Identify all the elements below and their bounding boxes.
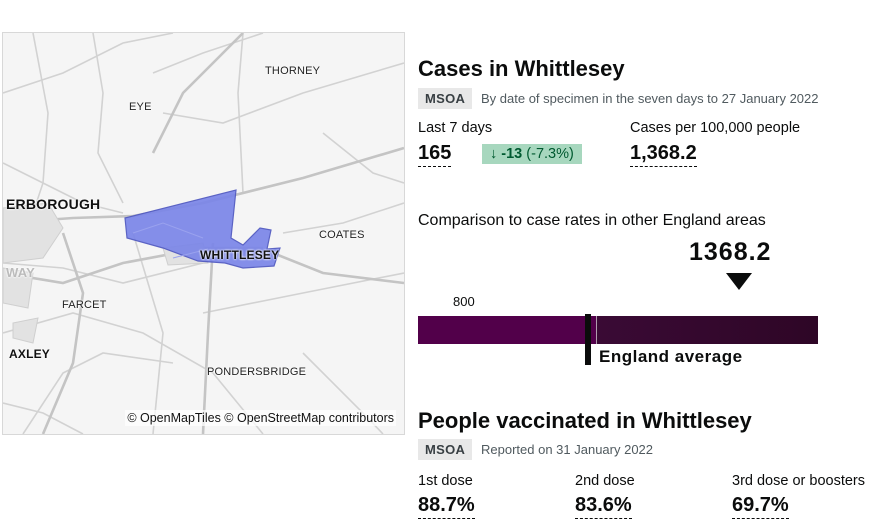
dose3-label: 3rd dose or boosters: [732, 473, 865, 489]
scale-tick-label: 800: [453, 294, 475, 309]
map-label-eye: EYE: [129, 101, 152, 113]
area-rate-value: 1368.2: [689, 238, 772, 266]
vaccinated-reported: Reported on 31 January 2022: [481, 442, 654, 457]
cases-msoa-tag: MSOA: [418, 88, 473, 109]
dose1-label: 1st dose: [418, 473, 473, 489]
area-pointer-icon: [726, 273, 752, 290]
whittlesey-highlight-area[interactable]: [124, 189, 281, 269]
map-label-peterborough: ERBOROUGH: [6, 196, 101, 212]
scale-tick-mark: [596, 316, 597, 344]
map-label-coates: COATES: [319, 229, 365, 241]
vaccinated-title: People vaccinated in Whittlesey: [418, 408, 752, 433]
dose3-value[interactable]: 69.7%: [732, 494, 789, 519]
map-label-farcet: FARCET: [62, 299, 107, 311]
map-roads: [3, 33, 404, 434]
area-map[interactable]: THORNEY EYE ERBOROUGH COATES WHITTLESEY …: [2, 32, 405, 435]
arrow-down-icon: ↓: [490, 146, 498, 162]
bar-segment-high: [596, 316, 818, 344]
rate-value[interactable]: 1,368.2: [630, 142, 697, 167]
map-label-yaxley: AXLEY: [9, 347, 51, 361]
map-label-pondersbridge: PONDERSBRIDGE: [207, 366, 307, 378]
map-label-way: WAY: [6, 265, 36, 280]
last7-label: Last 7 days: [418, 120, 493, 136]
bar-segment-low: [418, 316, 596, 344]
change-value: -13: [501, 146, 523, 162]
map-attribution[interactable]: © OpenMapTiles © OpenStreetMap contribut…: [125, 410, 396, 426]
england-average-label: England average: [599, 347, 743, 366]
last7-value[interactable]: 165: [418, 142, 452, 167]
dose2-value[interactable]: 83.6%: [575, 494, 632, 519]
comparison-title: Comparison to case rates in other Englan…: [418, 212, 766, 229]
stats-panel: Cases in Whittlesey MSOA By date of spec…: [418, 0, 871, 524]
comparison-bar: [418, 316, 818, 344]
dose2-label: 2nd dose: [575, 473, 635, 489]
map-label-whittlesey: WHITTLESEY: [200, 248, 280, 262]
vaccinated-msoa-tag: MSOA: [418, 439, 473, 460]
rate-label: Cases per 100,000 people: [630, 120, 801, 136]
change-badge: ↓ -13 (-7.3%): [482, 144, 582, 164]
change-percent: (-7.3%): [526, 146, 574, 162]
cases-title: Cases in Whittlesey: [418, 56, 625, 81]
cases-period: By date of specimen in the seven days to…: [481, 91, 819, 106]
england-average-marker: [585, 314, 591, 365]
map-label-thorney: THORNEY: [265, 65, 321, 77]
dose1-value[interactable]: 88.7%: [418, 494, 475, 519]
